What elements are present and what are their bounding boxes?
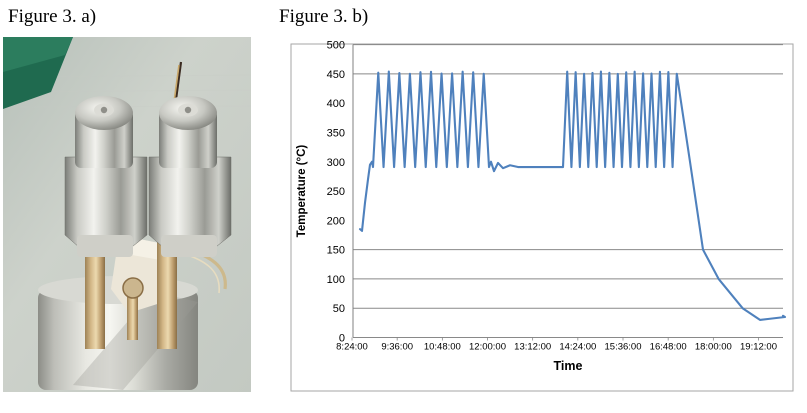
svg-text:15:36:00: 15:36:00: [605, 342, 642, 353]
svg-text:13:12:00: 13:12:00: [514, 342, 551, 353]
svg-text:8:24:00: 8:24:00: [336, 342, 368, 353]
svg-text:500: 500: [327, 40, 345, 52]
svg-text:100: 100: [327, 274, 345, 286]
svg-text:300: 300: [327, 157, 345, 169]
svg-text:18:00:00: 18:00:00: [695, 342, 732, 353]
svg-text:450: 450: [327, 69, 345, 81]
svg-text:50: 50: [333, 303, 345, 315]
svg-text:200: 200: [327, 215, 345, 227]
svg-text:14:24:00: 14:24:00: [559, 342, 596, 353]
svg-text:12:00:00: 12:00:00: [469, 342, 506, 353]
svg-text:400: 400: [327, 98, 345, 110]
svg-text:Time: Time: [554, 359, 583, 373]
svg-text:150: 150: [327, 245, 345, 257]
svg-text:350: 350: [327, 127, 345, 139]
svg-text:9:36:00: 9:36:00: [381, 342, 413, 353]
svg-text:16:48:00: 16:48:00: [650, 342, 687, 353]
svg-text:250: 250: [327, 186, 345, 198]
svg-text:Temperature (°C): Temperature (°C): [296, 145, 308, 238]
svg-text:10:48:00: 10:48:00: [424, 342, 461, 353]
svg-text:19:12:00: 19:12:00: [740, 342, 777, 353]
